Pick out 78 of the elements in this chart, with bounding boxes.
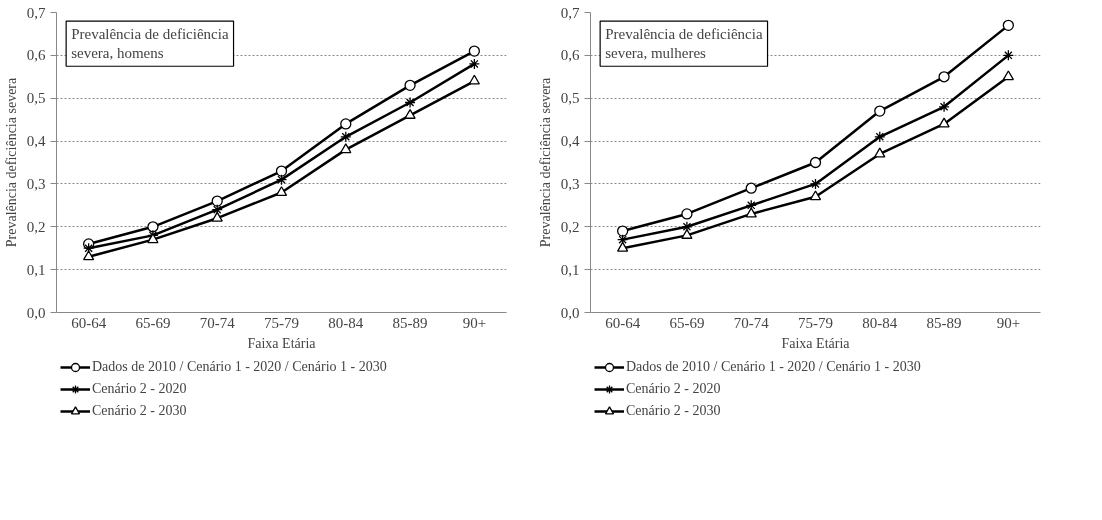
- point: [616, 225, 629, 237]
- point: [404, 79, 416, 91]
- point: [275, 165, 288, 177]
- y-axis-title: Prevalência deficiência severa: [3, 76, 19, 248]
- y-tick-label: 0,6: [560, 47, 580, 64]
- x-tick-label: 80-84: [862, 314, 898, 331]
- y-tick-label: 0,0: [26, 304, 46, 321]
- y-tick-label: 0,1: [26, 261, 46, 278]
- legend-label: Cenário 2 - 2020: [626, 381, 721, 397]
- point: [1002, 70, 1015, 81]
- point: [275, 186, 288, 197]
- x-tick-label: 60-64: [71, 314, 107, 331]
- point: [404, 108, 416, 119]
- y-tick-label: 0,2: [560, 218, 580, 235]
- point: [616, 241, 629, 252]
- point: [468, 45, 481, 57]
- point: [938, 71, 950, 83]
- point: [809, 178, 822, 190]
- point: [1002, 49, 1015, 62]
- point: [211, 211, 223, 222]
- x-tick-label: 85-89: [392, 314, 428, 331]
- y-tick-label: 0,7: [560, 4, 580, 21]
- point: [468, 74, 481, 85]
- point: [874, 147, 886, 158]
- y-tick-label: 0,5: [26, 90, 46, 107]
- x-tick-label: 65-69: [135, 314, 171, 331]
- y-tick-label: 0,4: [26, 133, 46, 150]
- point: [82, 250, 95, 261]
- x-tick-label: 90+: [996, 314, 1021, 331]
- point: [404, 96, 416, 109]
- point: [874, 131, 886, 143]
- y-tick-label: 0,7: [26, 4, 46, 21]
- y-tick-label: 0,1: [560, 261, 580, 278]
- x-tick-label: 80-84: [328, 314, 364, 331]
- y-tick-label: 0,3: [26, 175, 46, 192]
- point: [340, 131, 352, 143]
- y-tick-label: 0,0: [560, 304, 580, 321]
- point: [468, 58, 481, 70]
- point: [938, 117, 950, 128]
- point: [147, 221, 159, 233]
- x-tick-label: 70-74: [199, 314, 236, 331]
- point: [681, 208, 693, 220]
- legend-label: Cenário 2 - 2030: [626, 403, 721, 419]
- x-tick-label: 75-79: [798, 314, 833, 331]
- y-tick-label: 0,3: [560, 175, 580, 192]
- text: Prevalência de deficiência severa, homens: [71, 26, 229, 62]
- x-axis-title: Faixa Etária: [781, 335, 851, 351]
- point: [745, 207, 757, 218]
- point: [211, 195, 223, 207]
- point: [938, 101, 950, 113]
- y-tick-label: 0,4: [560, 133, 580, 150]
- x-tick-label: 75-79: [264, 314, 299, 331]
- point: [340, 143, 352, 154]
- text: Prevalência de deficiência severa, mulheres: [605, 26, 763, 62]
- legend-label: Dados de 2010 / Cenário 1 - 2020 / Cenário 1 - 2030: [626, 359, 921, 375]
- x-tick-label: 65-69: [669, 314, 705, 331]
- x-tick-label: 85-89: [926, 314, 962, 331]
- point: [82, 242, 95, 254]
- y-tick-label: 0,2: [26, 218, 46, 235]
- y-tick-label: 0,6: [26, 47, 46, 64]
- point: [681, 228, 693, 239]
- legend-label: Dados de 2010 / Cenário 1 - 2020 / Cenário 1 - 2030: [92, 359, 387, 375]
- x-axis-title: Faixa Etária: [247, 335, 317, 351]
- point: [1002, 19, 1015, 31]
- point: [147, 233, 159, 244]
- x-tick-label: 70-74: [733, 314, 770, 331]
- point: [809, 190, 822, 201]
- legend-label: Cenário 2 - 2020: [92, 381, 187, 397]
- y-axis-title: Prevalência deficiência severa: [537, 76, 553, 248]
- point: [745, 182, 757, 194]
- y-tick-label: 0,5: [560, 90, 580, 107]
- x-tick-label: 90+: [462, 314, 487, 331]
- point: [275, 173, 288, 186]
- point: [340, 118, 352, 130]
- x-tick-label: 60-64: [605, 314, 641, 331]
- point: [874, 105, 886, 117]
- legend-label: Cenário 2 - 2030: [92, 403, 187, 419]
- point: [809, 156, 822, 169]
